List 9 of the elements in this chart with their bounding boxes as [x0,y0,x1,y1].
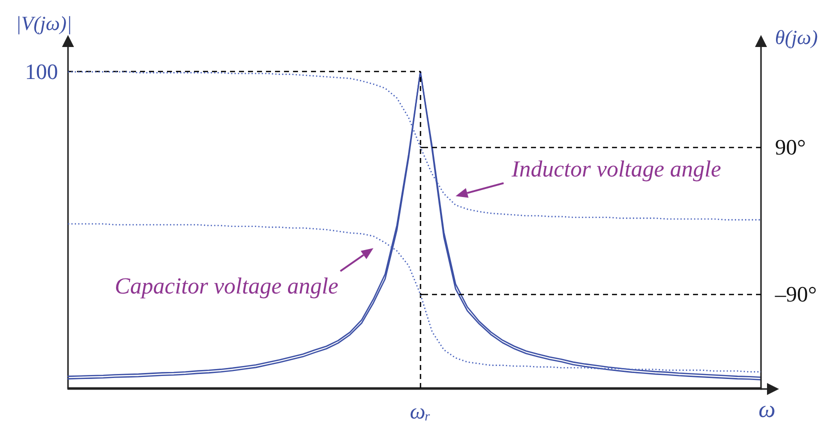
y-tick-label: 90° [775,134,806,160]
y-axis-title: θ(jω) [775,27,818,49]
y-tick-label: –90° [774,282,817,307]
annotation: Inductor voltage angle [510,156,722,182]
y-axis-title: |V(jω)| [16,13,72,35]
x-axis-title: ω [758,397,776,422]
text: ωᵣ [410,398,431,422]
annotation: Capacitor voltage angle [114,274,338,299]
ref-line-label: 100 [25,59,58,84]
